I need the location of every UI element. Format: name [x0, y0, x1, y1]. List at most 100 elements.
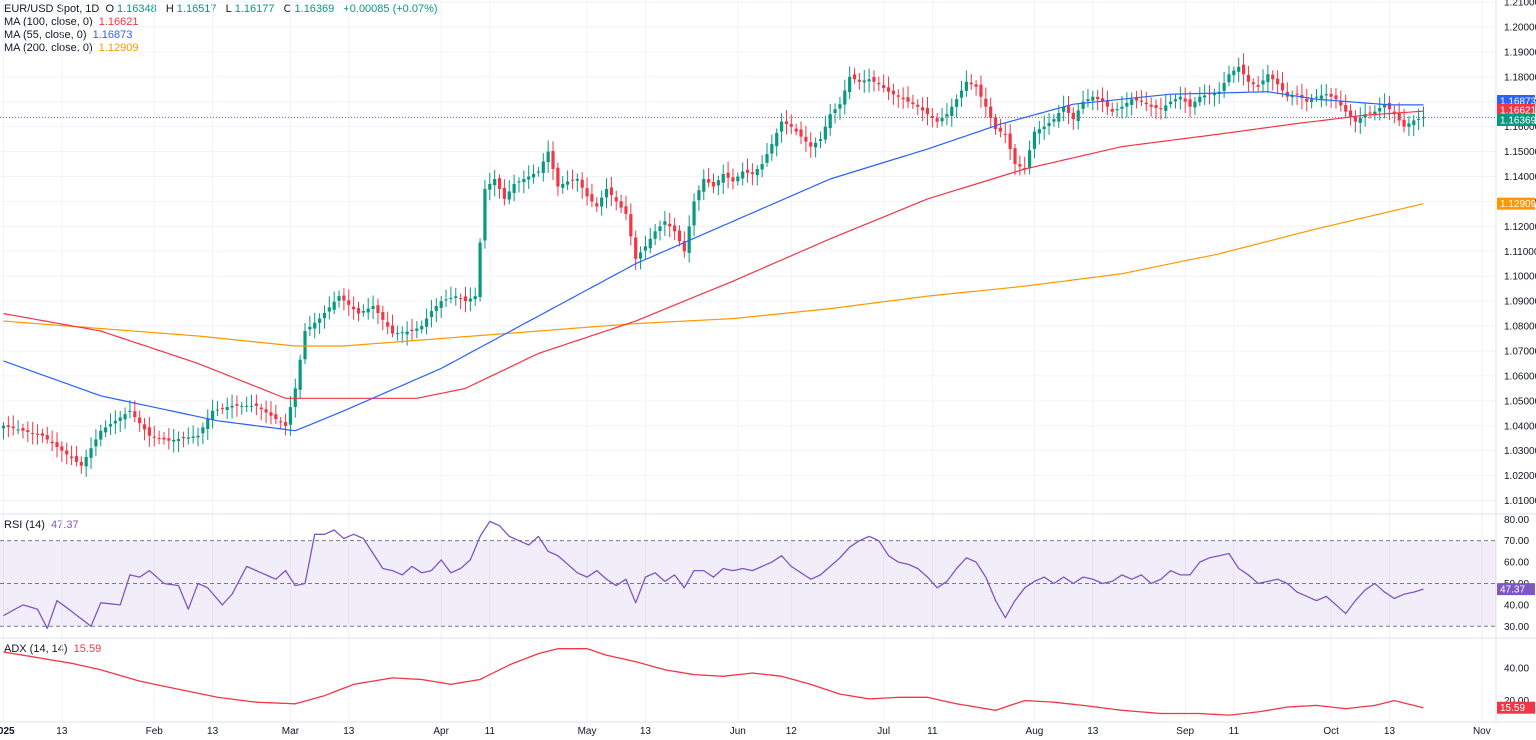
candle[interactable] — [531, 164, 536, 184]
candle[interactable] — [638, 246, 643, 270]
candle[interactable] — [1246, 65, 1251, 92]
candle[interactable] — [1125, 92, 1129, 118]
candle[interactable] — [775, 128, 779, 157]
candle[interactable] — [998, 118, 1003, 138]
candle[interactable] — [1344, 94, 1348, 117]
ma200-tag[interactable]: 1.12909 — [1497, 197, 1536, 211]
candle[interactable] — [556, 162, 560, 196]
ma100-tag[interactable]: 1.16621 — [1497, 104, 1536, 117]
candle[interactable] — [356, 301, 361, 322]
candle[interactable] — [1188, 91, 1192, 117]
candle[interactable] — [1032, 126, 1037, 159]
candle[interactable] — [921, 97, 925, 122]
candle[interactable] — [264, 400, 268, 424]
candle[interactable] — [765, 142, 769, 167]
candle[interactable] — [668, 212, 672, 238]
candle[interactable] — [463, 286, 468, 313]
candle[interactable] — [653, 224, 657, 245]
candle[interactable] — [672, 217, 677, 240]
candle[interactable] — [955, 94, 959, 118]
candle[interactable] — [1071, 107, 1075, 130]
candle[interactable] — [167, 428, 171, 450]
candle[interactable] — [536, 166, 541, 177]
candle[interactable] — [1018, 155, 1022, 176]
candle[interactable] — [138, 410, 142, 432]
candle[interactable] — [852, 68, 857, 84]
candle[interactable] — [1003, 122, 1007, 144]
candle[interactable] — [1227, 65, 1231, 87]
candle[interactable] — [493, 170, 497, 197]
candle[interactable] — [478, 238, 482, 302]
candle[interactable] — [1324, 84, 1328, 107]
candle[interactable] — [35, 424, 40, 445]
candle[interactable] — [989, 97, 993, 127]
candle[interactable] — [964, 70, 968, 97]
candle[interactable] — [215, 401, 220, 417]
candle[interactable] — [322, 305, 327, 329]
candle[interactable] — [1280, 71, 1285, 98]
candle[interactable] — [142, 418, 147, 441]
candle[interactable] — [327, 296, 331, 320]
candle[interactable] — [483, 179, 487, 249]
candle[interactable] — [546, 140, 550, 173]
candle[interactable] — [784, 110, 789, 135]
candle[interactable] — [420, 320, 424, 334]
candle[interactable] — [1027, 140, 1032, 175]
candle[interactable] — [16, 420, 20, 435]
candle[interactable] — [517, 177, 521, 193]
candle[interactable] — [643, 235, 648, 260]
candle[interactable] — [1329, 88, 1333, 108]
candle[interactable] — [1237, 57, 1241, 83]
candle[interactable] — [1348, 104, 1353, 126]
candle[interactable] — [40, 428, 45, 443]
candle[interactable] — [882, 74, 886, 93]
candle[interactable] — [692, 193, 696, 237]
candle[interactable] — [254, 394, 258, 416]
candle[interactable] — [969, 74, 973, 90]
candle[interactable] — [585, 177, 589, 206]
candle[interactable] — [50, 430, 54, 452]
candle[interactable] — [609, 176, 613, 207]
candle[interactable] — [434, 298, 438, 323]
candle[interactable] — [424, 308, 429, 335]
candle[interactable] — [230, 394, 234, 419]
candle[interactable] — [1295, 85, 1299, 105]
candle[interactable] — [1334, 88, 1338, 109]
candle[interactable] — [1110, 102, 1114, 117]
candle[interactable] — [1037, 120, 1041, 145]
candle[interactable] — [269, 401, 273, 425]
candle[interactable] — [1115, 102, 1119, 118]
candle[interactable] — [459, 293, 463, 310]
rsi-legend[interactable]: RSI (14) 47.37 — [4, 519, 82, 532]
candle[interactable] — [862, 69, 866, 93]
candle[interactable] — [663, 211, 667, 236]
candle[interactable] — [84, 449, 88, 477]
candle[interactable] — [1387, 95, 1392, 121]
candle[interactable] — [551, 141, 555, 181]
candle[interactable] — [541, 153, 545, 182]
candle[interactable] — [26, 421, 30, 443]
candle[interactable] — [473, 287, 477, 307]
candle[interactable] — [371, 295, 375, 320]
candle[interactable] — [891, 83, 896, 105]
candle[interactable] — [1271, 70, 1275, 91]
candle[interactable] — [818, 131, 823, 149]
candle[interactable] — [624, 195, 628, 220]
candle[interactable] — [984, 87, 988, 118]
candle[interactable] — [1178, 86, 1182, 110]
candle[interactable] — [1222, 71, 1226, 99]
candle[interactable] — [595, 197, 599, 213]
candle[interactable] — [405, 321, 409, 346]
candle[interactable] — [45, 426, 49, 444]
candle[interactable] — [1232, 66, 1236, 83]
rsi-value-tag[interactable]: 47.37 — [1497, 583, 1535, 596]
candle[interactable] — [201, 422, 205, 445]
candle[interactable] — [69, 445, 74, 466]
candle[interactable] — [823, 115, 827, 144]
candle[interactable] — [31, 421, 35, 445]
candle[interactable] — [1310, 93, 1314, 109]
candle[interactable] — [1164, 94, 1168, 119]
candle[interactable] — [512, 174, 516, 202]
candle[interactable] — [741, 162, 745, 186]
